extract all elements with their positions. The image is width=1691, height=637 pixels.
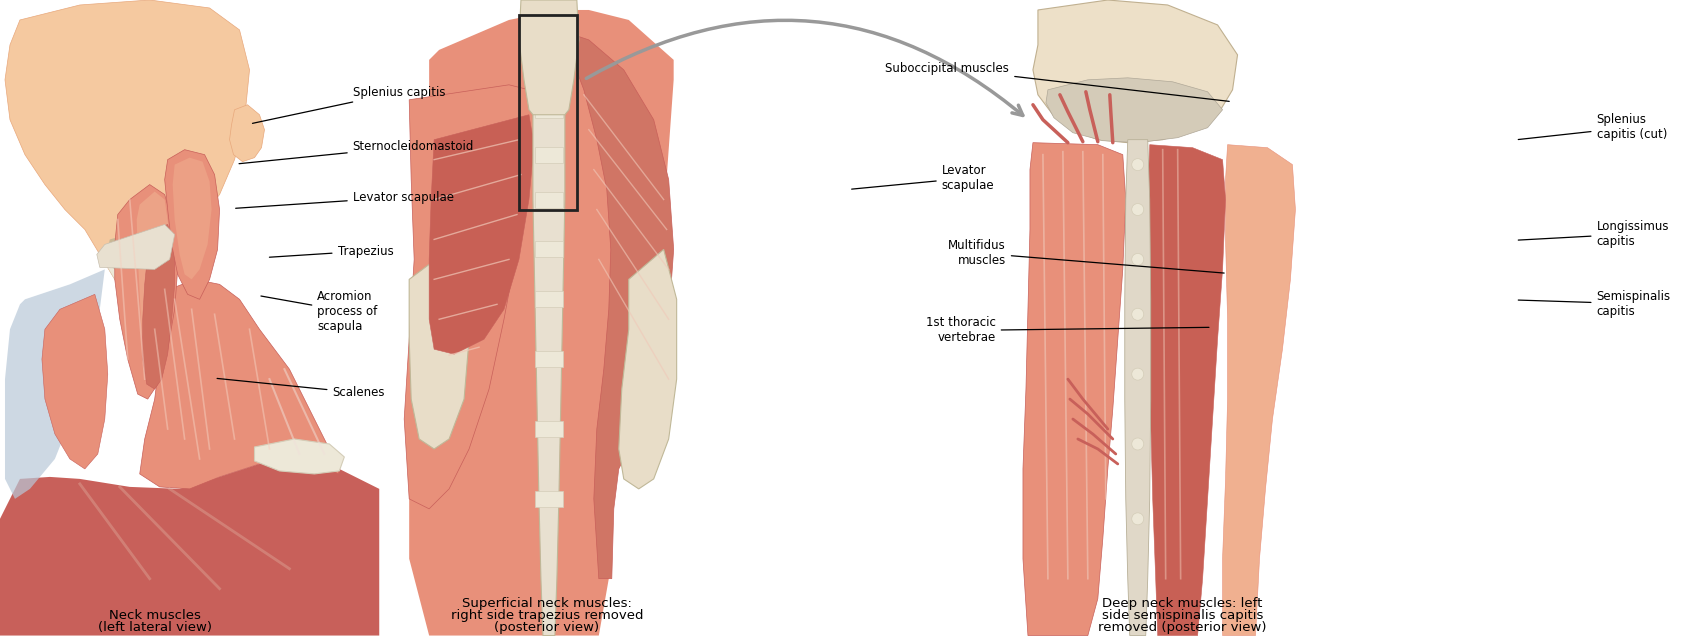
Polygon shape <box>533 10 565 636</box>
Polygon shape <box>164 150 220 299</box>
Polygon shape <box>172 157 211 280</box>
Text: Acromion
process of
scapula: Acromion process of scapula <box>260 290 377 333</box>
Text: Superficial neck muscles:: Superficial neck muscles: <box>462 597 632 610</box>
Polygon shape <box>1023 143 1126 636</box>
Polygon shape <box>137 192 169 354</box>
Text: Multifidus
muscles: Multifidus muscles <box>949 239 1224 273</box>
Polygon shape <box>5 269 105 499</box>
Polygon shape <box>1047 78 1223 143</box>
Text: Sternocleidomastoid: Sternocleidomastoid <box>238 140 473 164</box>
Text: Suboccipital muscles: Suboccipital muscles <box>886 62 1229 101</box>
Circle shape <box>1131 204 1143 215</box>
Polygon shape <box>254 439 345 474</box>
Polygon shape <box>519 0 578 115</box>
Circle shape <box>1131 159 1143 171</box>
Polygon shape <box>1148 145 1226 636</box>
Circle shape <box>1131 308 1143 320</box>
Text: (posterior view): (posterior view) <box>494 620 600 634</box>
Polygon shape <box>409 250 468 449</box>
Polygon shape <box>534 351 563 367</box>
Polygon shape <box>5 0 250 304</box>
Text: 1st thoracic
vertebrae: 1st thoracic vertebrae <box>927 317 1209 345</box>
Polygon shape <box>105 229 189 282</box>
Polygon shape <box>409 10 673 636</box>
Text: Longissimus
capitis: Longissimus capitis <box>1519 220 1669 248</box>
Text: Splenius
capitis (cut): Splenius capitis (cut) <box>1519 113 1667 141</box>
Polygon shape <box>534 22 563 38</box>
Polygon shape <box>142 224 174 389</box>
Text: (left lateral view): (left lateral view) <box>98 620 211 634</box>
Polygon shape <box>619 250 676 489</box>
Polygon shape <box>42 294 108 469</box>
Polygon shape <box>430 115 534 354</box>
Polygon shape <box>534 192 563 208</box>
Polygon shape <box>534 241 563 257</box>
Text: right side trapezius removed: right side trapezius removed <box>451 608 643 622</box>
Polygon shape <box>230 104 264 162</box>
Text: Neck muscles: Neck muscles <box>108 608 201 622</box>
Text: Trapezius: Trapezius <box>269 245 394 257</box>
Polygon shape <box>560 30 673 578</box>
Polygon shape <box>534 147 563 162</box>
Polygon shape <box>96 224 174 269</box>
Polygon shape <box>534 102 563 118</box>
Circle shape <box>1131 368 1143 380</box>
Text: Levator
scapulae: Levator scapulae <box>852 164 994 192</box>
Text: Levator scapulae: Levator scapulae <box>235 190 453 208</box>
Circle shape <box>1131 254 1143 266</box>
Text: side semispinalis capitis: side semispinalis capitis <box>1103 608 1263 622</box>
Polygon shape <box>404 85 534 509</box>
Polygon shape <box>534 62 563 78</box>
Polygon shape <box>100 234 184 304</box>
Polygon shape <box>534 291 563 307</box>
Text: Deep neck muscles: left: Deep neck muscles: left <box>1103 597 1263 610</box>
Circle shape <box>1131 438 1143 450</box>
Bar <box>519 15 577 210</box>
Polygon shape <box>115 185 178 399</box>
Text: Scalenes: Scalenes <box>216 378 386 399</box>
Circle shape <box>1131 513 1143 525</box>
Text: Splenius capitis: Splenius capitis <box>252 85 445 124</box>
Polygon shape <box>534 491 563 507</box>
Polygon shape <box>1033 0 1238 143</box>
Text: removed (posterior view): removed (posterior view) <box>1099 620 1267 634</box>
Text: Semispinalis
capitis: Semispinalis capitis <box>1519 290 1671 318</box>
Polygon shape <box>140 280 340 489</box>
Polygon shape <box>1125 140 1150 636</box>
Polygon shape <box>534 421 563 437</box>
Polygon shape <box>1223 145 1295 636</box>
Polygon shape <box>0 459 379 636</box>
